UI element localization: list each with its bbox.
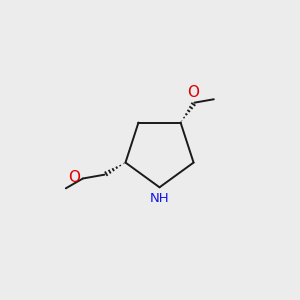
Text: O: O <box>68 170 80 185</box>
Text: O: O <box>187 85 199 100</box>
Text: NH: NH <box>150 192 169 205</box>
